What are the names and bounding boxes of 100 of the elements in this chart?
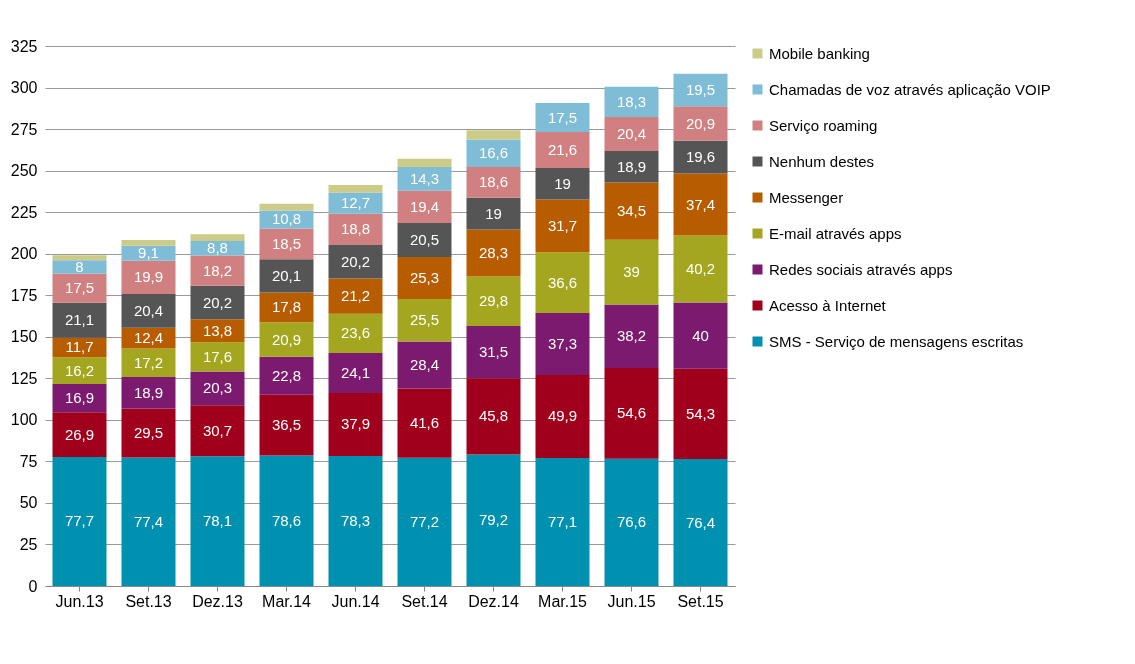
bar bbox=[466, 378, 521, 455]
bar bbox=[190, 456, 245, 586]
y-tick-label: 300 bbox=[10, 79, 38, 97]
bar bbox=[535, 102, 590, 133]
data-label: 18,2 bbox=[202, 261, 233, 279]
bar bbox=[52, 255, 107, 261]
data-label: 22,8 bbox=[271, 366, 302, 384]
bar bbox=[673, 302, 728, 369]
y-tick-label: 150 bbox=[10, 328, 38, 346]
data-label: 28,3 bbox=[478, 243, 509, 261]
data-label: 17,8 bbox=[271, 298, 302, 316]
bar bbox=[673, 235, 728, 303]
data-label: 19,4 bbox=[409, 197, 440, 215]
data-label: 16,2 bbox=[64, 361, 95, 379]
bar bbox=[397, 257, 452, 300]
bar bbox=[52, 302, 107, 338]
bar bbox=[190, 285, 245, 320]
bar bbox=[466, 139, 521, 167]
x-tick-label: Set.14 bbox=[401, 592, 448, 610]
bar bbox=[466, 229, 521, 277]
data-label: 76,6 bbox=[616, 513, 647, 531]
bar bbox=[259, 203, 314, 211]
data-label: 18,6 bbox=[478, 173, 509, 191]
data-label: 19 bbox=[554, 174, 571, 192]
data-label: 36,6 bbox=[547, 273, 578, 291]
data-label: 18,8 bbox=[340, 220, 371, 238]
data-label: 78,6 bbox=[271, 511, 302, 529]
y-tick-label: 250 bbox=[10, 162, 38, 180]
data-label: 16,9 bbox=[64, 389, 95, 407]
y-tick-label: 225 bbox=[10, 203, 38, 221]
data-label: 21,2 bbox=[340, 287, 371, 305]
bar bbox=[259, 394, 314, 456]
y-tick-label: 0 bbox=[28, 577, 38, 595]
data-label: 29,5 bbox=[133, 423, 164, 441]
bar bbox=[604, 304, 659, 369]
data-label: 9,1 bbox=[138, 244, 159, 262]
bar bbox=[397, 457, 452, 586]
data-label: 77,7 bbox=[64, 512, 95, 530]
data-label: 20,5 bbox=[409, 230, 440, 248]
data-label: 20,4 bbox=[133, 301, 164, 319]
data-label: 20,3 bbox=[202, 379, 233, 397]
bar bbox=[397, 299, 452, 342]
data-label: 19,9 bbox=[133, 268, 164, 286]
bar bbox=[190, 342, 245, 372]
bar bbox=[328, 455, 383, 586]
bar bbox=[121, 293, 176, 328]
legend-label: SMS - Serviço de mensagens escritas bbox=[769, 332, 1024, 350]
data-label: 78,1 bbox=[202, 512, 233, 530]
x-tick-label: Jun.15 bbox=[607, 592, 656, 610]
bar bbox=[604, 182, 659, 240]
bar bbox=[397, 341, 452, 389]
bar bbox=[466, 130, 521, 140]
x-tick-label: Mar.14 bbox=[262, 592, 312, 610]
bar bbox=[328, 185, 383, 193]
data-label: 40 bbox=[692, 326, 709, 344]
bar bbox=[604, 458, 659, 586]
bar bbox=[535, 374, 590, 458]
data-label: 17,2 bbox=[133, 353, 164, 371]
bar bbox=[604, 117, 659, 152]
bar bbox=[52, 273, 107, 303]
bar bbox=[121, 457, 176, 586]
y-tick-label: 100 bbox=[10, 411, 38, 429]
data-label: 20,2 bbox=[202, 293, 233, 311]
data-label: 8,8 bbox=[207, 239, 228, 257]
data-label: 23,6 bbox=[340, 324, 371, 342]
bar bbox=[52, 357, 107, 385]
data-label: 20,2 bbox=[340, 252, 371, 270]
bar bbox=[190, 255, 245, 286]
legend-label: Mobile banking bbox=[769, 44, 870, 62]
y-tick-label: 50 bbox=[19, 494, 38, 512]
bar bbox=[466, 276, 521, 326]
bar bbox=[466, 325, 521, 379]
bar bbox=[397, 222, 452, 258]
bar bbox=[259, 356, 314, 395]
data-label: 17,6 bbox=[202, 347, 233, 365]
data-label: 18,9 bbox=[616, 157, 647, 175]
bar bbox=[190, 371, 245, 406]
data-label: 40,2 bbox=[685, 259, 716, 277]
x-tick-label: Set.13 bbox=[125, 592, 172, 610]
bar bbox=[466, 454, 521, 586]
data-label: 38,2 bbox=[616, 327, 647, 345]
data-label: 45,8 bbox=[478, 407, 509, 425]
bar bbox=[328, 278, 383, 314]
data-label: 37,3 bbox=[547, 335, 578, 352]
data-label: 20,4 bbox=[616, 125, 647, 143]
data-label: 25,5 bbox=[409, 311, 440, 329]
bar bbox=[535, 167, 590, 200]
y-tick-label: 75 bbox=[19, 452, 38, 470]
bar bbox=[121, 348, 176, 377]
bar bbox=[673, 459, 728, 586]
bar bbox=[259, 322, 314, 357]
y-tick-label: 275 bbox=[10, 120, 38, 138]
bar bbox=[328, 392, 383, 456]
x-tick-label: Jun.13 bbox=[55, 592, 104, 610]
bar bbox=[190, 405, 245, 457]
y-tick-label: 25 bbox=[19, 535, 38, 553]
legend-label: Serviço roaming bbox=[769, 116, 878, 134]
data-label: 76,4 bbox=[685, 513, 716, 531]
data-label: 11,7 bbox=[65, 338, 94, 356]
data-label: 28,4 bbox=[409, 356, 440, 374]
